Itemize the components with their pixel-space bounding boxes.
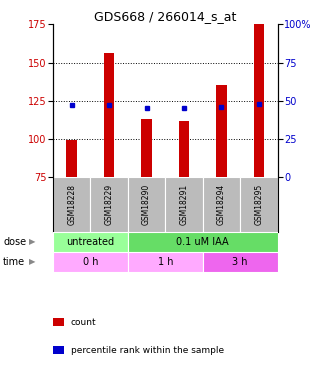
Text: GSM18228: GSM18228 bbox=[67, 184, 76, 225]
Text: 3 h: 3 h bbox=[232, 257, 248, 267]
Text: GSM18291: GSM18291 bbox=[179, 184, 188, 225]
Text: 0 h: 0 h bbox=[83, 257, 98, 267]
Bar bbox=[141, 119, 152, 177]
Bar bbox=[128, 177, 165, 232]
Text: count: count bbox=[71, 318, 96, 327]
Text: time: time bbox=[3, 257, 25, 267]
Text: GSM18229: GSM18229 bbox=[105, 184, 114, 225]
Bar bbox=[240, 177, 278, 232]
Bar bbox=[165, 177, 203, 232]
Bar bbox=[104, 53, 114, 177]
Bar bbox=[91, 177, 128, 232]
Text: ▶: ▶ bbox=[29, 257, 35, 266]
Bar bbox=[203, 252, 278, 272]
Text: GSM18290: GSM18290 bbox=[142, 184, 151, 225]
Text: 1 h: 1 h bbox=[158, 257, 173, 267]
Bar bbox=[128, 232, 278, 252]
Text: 0.1 uM IAA: 0.1 uM IAA bbox=[177, 237, 229, 247]
Text: GSM18294: GSM18294 bbox=[217, 184, 226, 225]
Text: percentile rank within the sample: percentile rank within the sample bbox=[71, 346, 224, 355]
Bar bbox=[53, 177, 91, 232]
Bar bbox=[203, 177, 240, 232]
Bar bbox=[66, 140, 77, 177]
Text: ▶: ▶ bbox=[29, 237, 35, 246]
Text: untreated: untreated bbox=[66, 237, 115, 247]
Bar bbox=[53, 252, 128, 272]
Text: dose: dose bbox=[3, 237, 26, 247]
Bar bbox=[216, 86, 227, 177]
Text: GSM18295: GSM18295 bbox=[255, 184, 264, 225]
Bar bbox=[128, 252, 203, 272]
Bar bbox=[254, 24, 264, 177]
Bar bbox=[179, 120, 189, 177]
Bar bbox=[53, 232, 128, 252]
Title: GDS668 / 266014_s_at: GDS668 / 266014_s_at bbox=[94, 10, 237, 23]
